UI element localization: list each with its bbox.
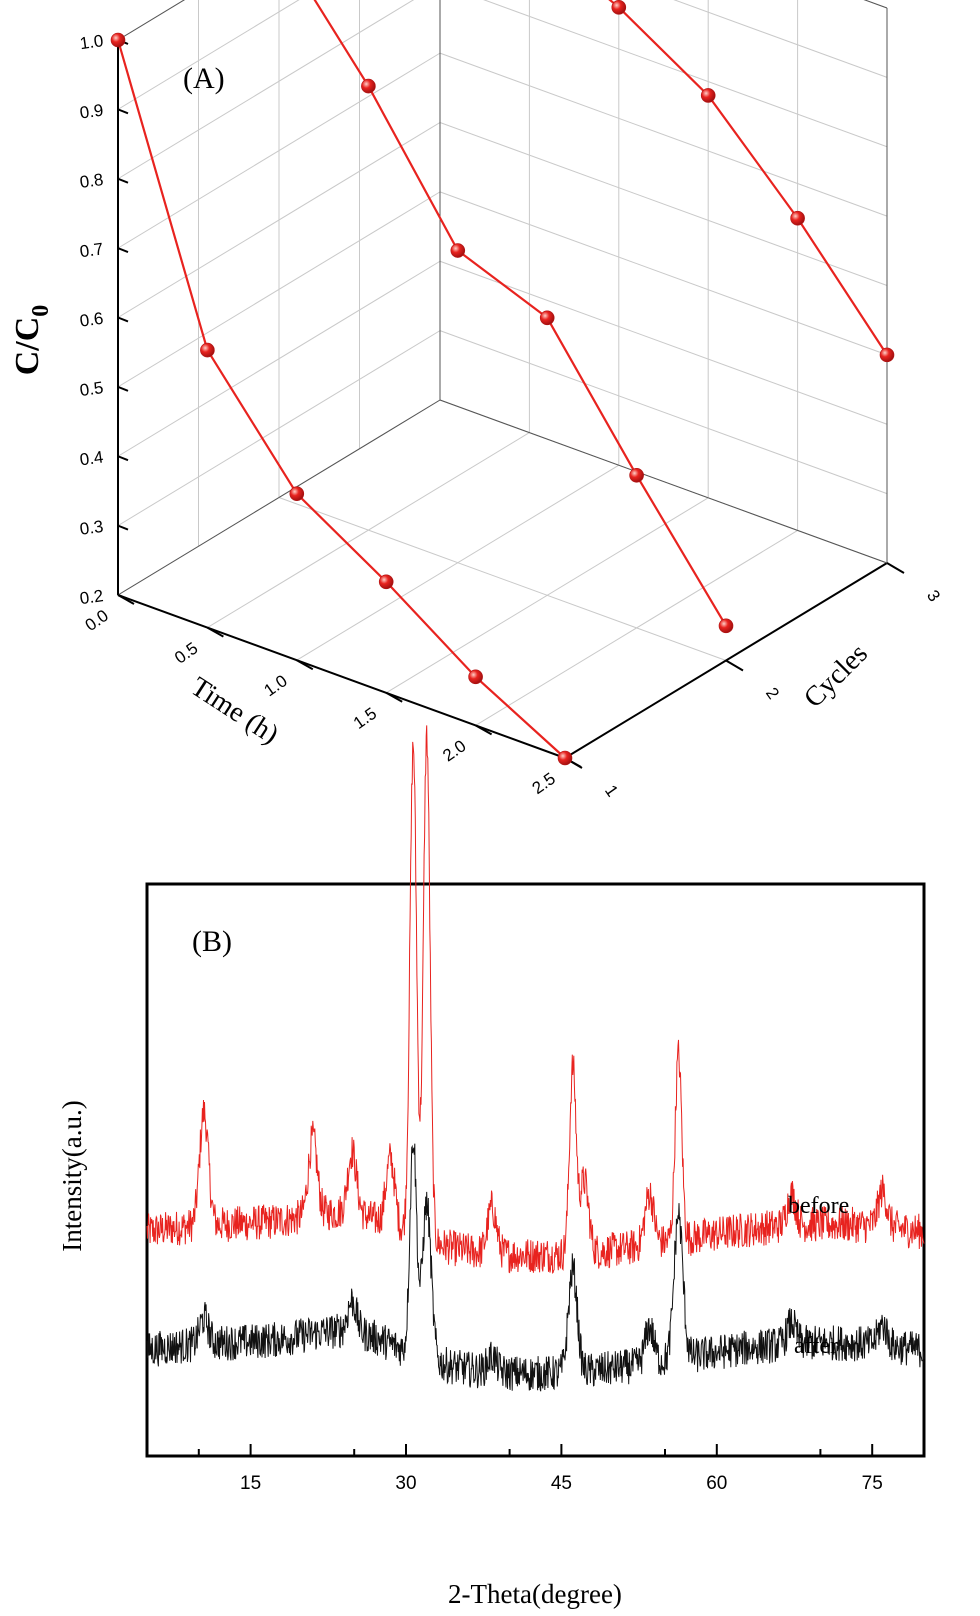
x-tick-mark bbox=[117, 594, 135, 605]
grid-line-side-wall bbox=[673, 0, 888, 78]
grid-line-floor bbox=[278, 497, 727, 661]
data-point-cycle-1 bbox=[468, 669, 483, 685]
axis-frame-edge bbox=[863, 0, 888, 9]
y-tick-mark bbox=[117, 455, 129, 462]
x-tick-label: 2.5 bbox=[529, 769, 559, 798]
y-tick-mark bbox=[117, 524, 129, 531]
y-tick-label: 0.8 bbox=[79, 170, 105, 192]
y-tick-label: 0.4 bbox=[79, 447, 105, 469]
axis-frame-edge bbox=[117, 399, 441, 596]
panel-a-series bbox=[110, 0, 895, 766]
x-tick-label: 15 bbox=[240, 1473, 261, 1494]
panel-a-y-axis-title: C/C0 bbox=[9, 305, 54, 376]
z-tick-label: 2 bbox=[762, 684, 783, 703]
x-tick-label: 45 bbox=[551, 1473, 572, 1494]
panel-a-frame bbox=[117, 0, 888, 759]
grid-line-side-wall bbox=[439, 260, 888, 425]
x-tick-mark bbox=[385, 691, 403, 703]
grid-line-side-wall bbox=[863, 0, 888, 9]
series-line-before bbox=[146, 725, 925, 1274]
grid-line-side-wall bbox=[439, 191, 888, 356]
x-tick-label: 60 bbox=[706, 1473, 727, 1494]
x-tick-label: 2.0 bbox=[439, 736, 469, 765]
data-point-cycle-1 bbox=[289, 486, 305, 502]
data-point-cycle-3 bbox=[611, 0, 627, 15]
grid-line-side-wall bbox=[439, 122, 888, 286]
y-tick-label: 0.9 bbox=[79, 101, 105, 123]
y-tick-mark bbox=[117, 316, 129, 323]
panel-b-series bbox=[146, 725, 925, 1392]
data-point-cycle-2 bbox=[629, 467, 644, 483]
series-label-after: after bbox=[794, 1333, 838, 1359]
y-tick-label: 0.5 bbox=[79, 378, 105, 400]
data-point-cycle-3 bbox=[790, 210, 805, 226]
series-line-cycle-2 bbox=[313, 0, 727, 627]
panel-b-label: (B) bbox=[192, 925, 232, 958]
y-tick-mark bbox=[117, 177, 129, 184]
grid-line-side-wall bbox=[439, 330, 888, 495]
panel-b-chart: 15 30 45 60 75 (B) before after 2-Theta(degr… bbox=[57, 725, 926, 1609]
z-tick-mark bbox=[725, 659, 744, 672]
data-point-cycle-3 bbox=[879, 347, 895, 363]
x-tick-label: 30 bbox=[395, 1473, 416, 1494]
data-point-cycle-1 bbox=[110, 32, 126, 48]
y-tick-mark bbox=[117, 385, 129, 392]
x-tick-label: 1.5 bbox=[350, 704, 380, 733]
axis-frame-edge bbox=[117, 594, 566, 759]
z-tick-mark bbox=[886, 562, 905, 574]
panel-a-y-axis-title-subscript: 0 bbox=[28, 305, 54, 317]
series-label-before: before bbox=[788, 1193, 849, 1219]
panel-a-3d-chart: 0.2 0.3 0.4 0.5 0.6 0.7 0.8 0.9 1.0 0.0 0.5 1.0 1.5 2… bbox=[9, 0, 944, 800]
panel-a-z-axis-title: Cycles bbox=[798, 638, 874, 714]
panel-b-y-axis-title: Intensity(a.u.) bbox=[57, 1100, 87, 1251]
grid-line-side-wall bbox=[483, 0, 888, 148]
x-tick-label: 0.0 bbox=[82, 606, 112, 635]
panel-a-grid bbox=[117, 0, 888, 726]
data-point-cycle-1 bbox=[557, 750, 573, 766]
x-tick-mark bbox=[206, 626, 224, 638]
x-tick-label: 75 bbox=[862, 1473, 883, 1494]
series-line-after bbox=[146, 1143, 925, 1392]
panel-b-plot-frame bbox=[145, 882, 926, 1458]
grid-line-side-wall bbox=[439, 52, 888, 217]
y-tick-label: 0.2 bbox=[79, 586, 105, 608]
data-point-cycle-1 bbox=[200, 342, 215, 358]
axis-frame-edge bbox=[117, 0, 186, 41]
data-point-cycle-2 bbox=[718, 618, 734, 634]
data-point-cycle-2 bbox=[361, 78, 376, 94]
panel-a-ticks: 0.2 0.3 0.4 0.5 0.6 0.7 0.8 0.9 1.0 0.0 0.5 1.0 1.5 2… bbox=[79, 31, 945, 800]
series-line-cycle-1 bbox=[116, 39, 566, 759]
y-tick-label: 1.0 bbox=[79, 31, 105, 53]
z-tick-label: 1 bbox=[601, 782, 622, 801]
axis-frame-edge bbox=[439, 399, 888, 564]
x-tick-label: 1.0 bbox=[261, 671, 291, 700]
y-tick-label: 0.6 bbox=[79, 309, 105, 331]
panel-b-x-ticks: 15 30 45 60 75 bbox=[197, 1444, 883, 1494]
y-tick-label: 0.3 bbox=[79, 517, 105, 539]
x-tick-label: 0.5 bbox=[171, 639, 201, 668]
panel-b-x-axis-title: 2-Theta(degree) bbox=[448, 1579, 622, 1609]
panel-a-label: (A) bbox=[183, 62, 225, 95]
y-tick-mark bbox=[117, 108, 129, 115]
z-tick-label: 3 bbox=[923, 587, 944, 606]
x-tick-mark bbox=[475, 724, 493, 736]
x-tick-mark bbox=[296, 659, 314, 671]
series-line-cycle-3 bbox=[608, 0, 888, 356]
data-point-cycle-2 bbox=[539, 310, 555, 326]
data-point-cycle-2 bbox=[450, 243, 466, 258]
y-tick-mark bbox=[117, 247, 129, 254]
y-tick-label: 0.7 bbox=[79, 239, 105, 261]
data-point-cycle-3 bbox=[700, 88, 716, 103]
data-point-cycle-1 bbox=[378, 574, 394, 590]
